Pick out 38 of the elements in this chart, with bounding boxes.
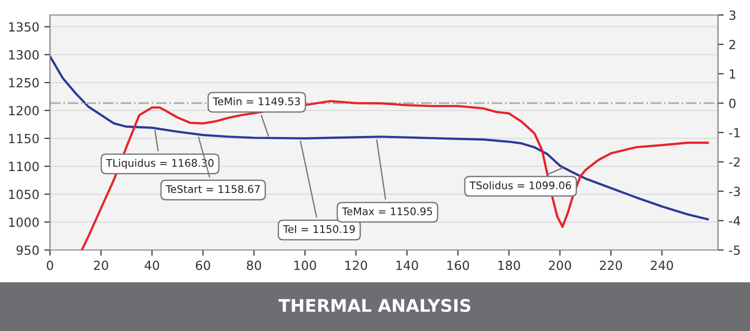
annotation: TeStart = 1158.67 xyxy=(166,185,260,194)
x-tick-label: 240 xyxy=(650,260,674,270)
y-tick-label: 1000 xyxy=(9,218,39,228)
annotation: TeMin = 1149.53 xyxy=(212,97,300,106)
y-tick-label: 1200 xyxy=(9,106,39,116)
x-tick-label: 60 xyxy=(196,260,210,270)
x-tick-label: 80 xyxy=(246,260,262,270)
y-tick-label: 1100 xyxy=(9,162,39,172)
y2-tick-label: 1 xyxy=(730,69,736,78)
x-tick-label: 100 xyxy=(294,260,316,270)
y-tick-label: 1250 xyxy=(9,78,39,88)
x-tick-label: 220 xyxy=(600,260,622,270)
x-tick-label: 140 xyxy=(396,260,418,270)
annotation: TeMax = 1150.95 xyxy=(342,207,432,216)
annotation: TSolidus = 1099.06 xyxy=(469,181,572,190)
y-tick-label: 1050 xyxy=(9,190,39,200)
y2-tick-label: -3 xyxy=(729,186,740,196)
line-series xyxy=(50,55,709,220)
x-tick-label: 0 xyxy=(46,260,54,270)
x-tick-label: 180 xyxy=(498,260,520,270)
y-tick-label: 1300 xyxy=(9,50,39,60)
y2-tick-label: 0 xyxy=(729,98,736,108)
y2-tick-label: -1 xyxy=(729,128,740,138)
y-tick-label: 1150 xyxy=(9,134,39,144)
x-tick-label: 200 xyxy=(548,260,572,270)
text: THERMAL ANALYSIS xyxy=(278,298,470,312)
x-tick-label: 20 xyxy=(94,260,108,270)
y2-tick-label: 3 xyxy=(729,10,736,20)
x-tick-label: 40 xyxy=(144,260,160,270)
x-tick-label: 160 xyxy=(447,260,470,270)
y2-tick-label: -2 xyxy=(729,157,740,167)
x-tick-label: 120 xyxy=(345,260,368,270)
annotation: TeI = 1150.19 xyxy=(283,225,355,234)
y2-tick-label: -4 xyxy=(729,216,740,226)
y2-tick-label: -5 xyxy=(729,246,740,255)
y-tick-label: 1350 xyxy=(9,22,39,32)
y-tick-label: 950 xyxy=(16,245,39,255)
y2-tick-label: 2 xyxy=(729,40,736,50)
